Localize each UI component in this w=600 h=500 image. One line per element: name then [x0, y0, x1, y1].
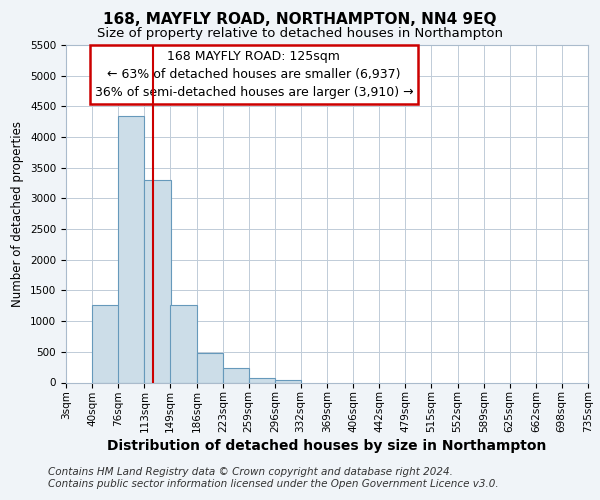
Text: Contains HM Land Registry data © Crown copyright and database right 2024.
Contai: Contains HM Land Registry data © Crown c… [48, 468, 499, 489]
Bar [197, 353, 223, 382]
Text: 168 MAYFLY ROAD: 125sqm
← 63% of detached houses are smaller (6,937)
36% of semi: 168 MAYFLY ROAD: 125sqm ← 63% of detache… [95, 50, 413, 99]
Y-axis label: Number of detached properties: Number of detached properties [11, 120, 25, 306]
Bar [223, 368, 249, 382]
Bar [92, 304, 119, 382]
Text: 168, MAYFLY ROAD, NORTHAMPTON, NN4 9EQ: 168, MAYFLY ROAD, NORTHAMPTON, NN4 9EQ [103, 12, 497, 28]
Bar [248, 378, 275, 382]
Bar [118, 116, 145, 382]
Bar [275, 380, 301, 382]
X-axis label: Distribution of detached houses by size in Northampton: Distribution of detached houses by size … [107, 439, 547, 453]
Text: Size of property relative to detached houses in Northampton: Size of property relative to detached ho… [97, 28, 503, 40]
Bar [170, 304, 197, 382]
Bar [145, 180, 171, 382]
